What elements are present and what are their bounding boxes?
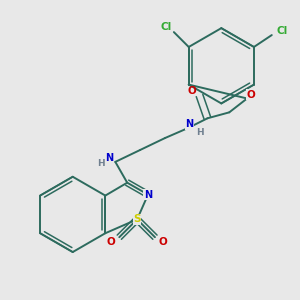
Text: O: O — [107, 237, 116, 247]
Text: O: O — [187, 85, 196, 96]
Text: S: S — [134, 214, 141, 224]
Text: O: O — [247, 89, 255, 100]
Text: N: N — [105, 153, 113, 163]
Text: Cl: Cl — [276, 26, 287, 36]
Text: O: O — [158, 237, 167, 247]
Text: N: N — [186, 119, 194, 129]
Text: N: N — [144, 190, 152, 200]
Text: H: H — [97, 159, 104, 168]
Text: H: H — [196, 128, 203, 137]
Text: Cl: Cl — [160, 22, 172, 32]
